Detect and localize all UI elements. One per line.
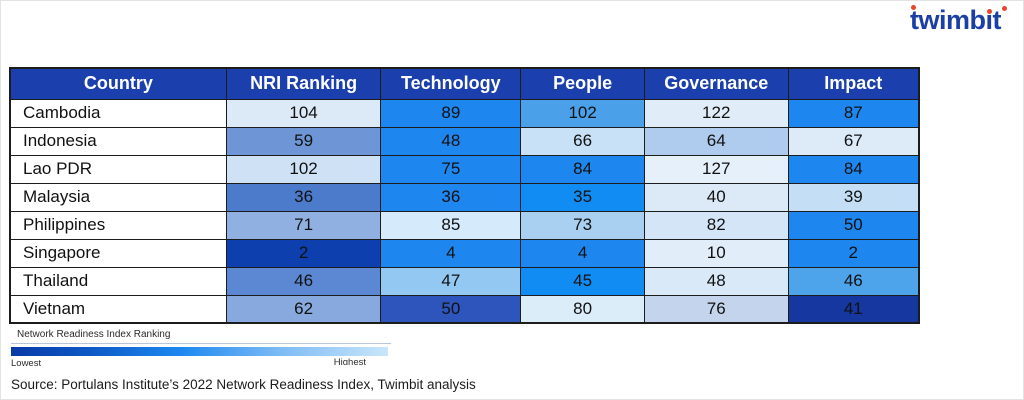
value-cell: 76 [643, 294, 789, 324]
value-cell: 2 [225, 238, 382, 268]
value-cell: 127 [643, 154, 789, 184]
table-row: Malaysia 36 36 35 40 39 [9, 182, 920, 212]
value-cell: 104 [225, 98, 382, 128]
value-cell: 48 [380, 126, 522, 156]
country-cell: Singapore [9, 238, 227, 268]
table-row: Vietnam 62 50 80 76 41 [9, 294, 920, 324]
source-text: Source: Portulans Institute’s 2022 Netwo… [11, 377, 476, 392]
value-cell: 102 [225, 154, 382, 184]
legend-lowest-label: Lowest [11, 358, 42, 369]
country-cell: Cambodia [9, 98, 227, 128]
value-cell: 2 [787, 238, 920, 268]
value-cell: 4 [380, 238, 522, 268]
value-cell: 64 [643, 126, 789, 156]
header-row: Country NRI Ranking Technology People Govern… [9, 67, 920, 100]
value-cell: 50 [787, 210, 920, 240]
nri-heatmap-table: Country NRI Ranking Technology People Govern… [9, 67, 920, 324]
value-cell: 47 [380, 266, 522, 296]
value-cell: 4 [520, 238, 645, 268]
column-header-governance: Governance [643, 67, 789, 100]
value-cell: 89 [380, 98, 522, 128]
table-row: Singapore 2 4 4 10 2 [9, 238, 920, 268]
value-cell: 87 [787, 98, 920, 128]
country-cell: Lao PDR [9, 154, 227, 184]
value-cell: 62 [225, 294, 382, 324]
legend-title: Network Readiness Index Ranking [11, 329, 391, 344]
country-cell: Vietnam [9, 294, 227, 324]
value-cell: 85 [380, 210, 522, 240]
column-header-people: People [520, 67, 645, 100]
value-cell: 40 [643, 182, 789, 212]
column-header-nri-ranking: NRI Ranking [225, 67, 382, 100]
value-cell: 102 [520, 98, 645, 128]
value-cell: 48 [643, 266, 789, 296]
logo-red-dot-i [986, 9, 992, 14]
twimbit-logo: twimbı t [910, 5, 1007, 34]
value-cell: 46 [225, 266, 382, 296]
country-cell: Philippines [9, 210, 227, 240]
column-header-impact: Impact [787, 67, 920, 100]
value-cell: 41 [787, 294, 920, 324]
country-cell: Indonesia [9, 126, 227, 156]
value-cell: 50 [380, 294, 522, 324]
value-cell: 66 [520, 126, 645, 156]
value-cell: 59 [225, 126, 382, 156]
value-cell: 45 [520, 266, 645, 296]
table-row: Lao PDR 102 75 84 127 84 [9, 154, 920, 184]
logo-red-dot-end [1002, 6, 1007, 11]
country-cell: Malaysia [9, 182, 227, 212]
table-row: Philippines 71 85 73 82 50 [9, 210, 920, 240]
column-header-country: Country [9, 67, 227, 100]
color-scale-legend: Network Readiness Index Ranking Lowest H… [11, 329, 391, 369]
value-cell: 80 [520, 294, 645, 324]
value-cell: 122 [643, 98, 789, 128]
value-cell: 10 [643, 238, 789, 268]
legend-highest-label: Highest [333, 358, 366, 365]
value-cell: 35 [520, 182, 645, 212]
value-cell: 84 [787, 154, 920, 184]
logo-red-dot-t [910, 5, 916, 10]
value-cell: 67 [787, 126, 920, 156]
value-cell: 75 [380, 154, 522, 184]
value-cell: 39 [787, 182, 920, 212]
value-cell: 71 [225, 210, 382, 240]
value-cell: 36 [225, 182, 382, 212]
value-cell: 46 [787, 266, 920, 296]
value-cell: 84 [520, 154, 645, 184]
legend-gradient-bar [11, 347, 388, 356]
table-row: Cambodia 104 89 102 122 87 [9, 98, 920, 128]
value-cell: 73 [520, 210, 645, 240]
value-cell: 36 [380, 182, 522, 212]
table-row: Thailand 46 47 45 48 46 [9, 266, 920, 296]
value-cell: 82 [643, 210, 789, 240]
country-cell: Thailand [9, 266, 227, 296]
column-header-technology: Technology [380, 67, 522, 100]
table-row: Indonesia 59 48 66 64 67 [9, 126, 920, 156]
